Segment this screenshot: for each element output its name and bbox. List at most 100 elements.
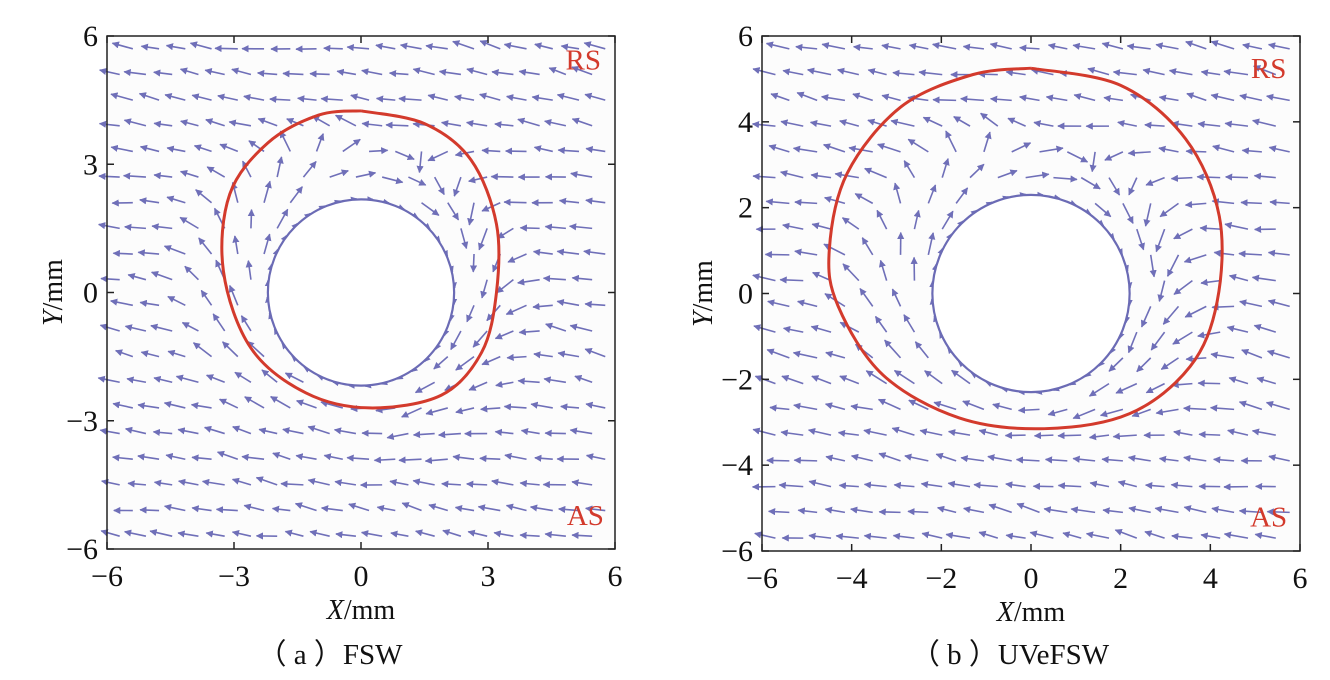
velocity-arrow [977, 70, 998, 78]
velocity-arrow [191, 505, 212, 513]
velocity-arrow [1017, 406, 1040, 414]
velocity-arrow [936, 505, 957, 514]
x-axis-unit: /mm [1014, 597, 1066, 628]
velocity-arrow [1112, 432, 1137, 440]
velocity-arrow [241, 453, 265, 461]
velocity-arrow [1029, 530, 1054, 539]
velocity-arrow [1225, 173, 1249, 181]
velocity-arrow [753, 324, 776, 333]
velocity-arrow [205, 530, 225, 538]
velocity-arrow [852, 43, 873, 52]
velocity-arrow [1266, 93, 1290, 102]
y-tick-label: 6 [83, 20, 98, 53]
velocity-arrow [295, 453, 317, 461]
velocity-arrow [166, 195, 186, 204]
velocity-arrow [99, 427, 120, 435]
x-tick-label: −6 [91, 560, 123, 593]
y-axis-unit: /mm [688, 260, 719, 312]
velocity-arrow [416, 151, 424, 174]
velocity-arrow [421, 202, 440, 216]
velocity-arrow [1183, 404, 1207, 413]
velocity-arrow [504, 452, 527, 461]
velocity-arrow [1197, 120, 1221, 128]
velocity-arrow [272, 451, 291, 460]
velocity-arrow [472, 330, 488, 348]
velocity-arrow [1045, 94, 1068, 102]
velocity-arrow [560, 403, 580, 411]
y-axis-label: Y/mm [688, 260, 719, 327]
velocity-arrow [867, 68, 887, 76]
velocity-arrow [1160, 357, 1179, 371]
velocity-arrow [1043, 506, 1068, 514]
velocity-arrow [150, 271, 173, 281]
velocity-arrow [766, 348, 790, 359]
velocity-arrow [1253, 323, 1277, 333]
velocity-arrow [557, 146, 580, 155]
velocity-arrow [892, 69, 915, 77]
velocity-arrow [1127, 331, 1138, 354]
velocity-arrow [529, 504, 553, 512]
velocity-arrow [124, 324, 147, 332]
velocity-arrow [585, 505, 606, 513]
velocity-arrow [137, 402, 160, 410]
velocity-arrow [320, 505, 343, 513]
velocity-arrow [1053, 175, 1078, 183]
velocity-arrow [1238, 250, 1262, 258]
velocity-arrow [507, 253, 527, 263]
x-axis-variable: X [326, 595, 345, 626]
velocity-arrow [782, 222, 804, 230]
velocity-arrow [557, 350, 580, 358]
velocity-arrow [1253, 65, 1277, 76]
velocity-arrow [1200, 278, 1221, 286]
velocity-arrow [1254, 532, 1276, 540]
velocity-arrow [980, 112, 999, 127]
velocity-arrow [256, 69, 278, 78]
x-tick-label: 0 [354, 560, 369, 593]
velocity-arrow [204, 68, 225, 76]
velocity-arrow [892, 532, 915, 540]
velocity-arrow [373, 456, 396, 464]
velocity-arrow [323, 453, 343, 461]
velocity-arrow [149, 529, 173, 537]
velocity-arrow [1168, 68, 1193, 76]
velocity-arrow [1114, 528, 1138, 539]
velocity-arrow [323, 44, 343, 52]
velocity-arrow [1099, 408, 1124, 418]
velocity-arrow [441, 480, 461, 488]
x-tick-label: 4 [1203, 562, 1218, 595]
velocity-arrow [548, 66, 567, 76]
velocity-arrow [1183, 254, 1207, 264]
velocity-arrow [1185, 40, 1207, 50]
velocity-arrow [269, 95, 291, 103]
x-tick-label: −4 [836, 562, 868, 595]
velocity-arrow [302, 160, 317, 178]
velocity-arrow [244, 396, 265, 409]
velocity-arrow [465, 119, 488, 128]
velocity-arrow [150, 323, 173, 332]
velocity-arrow [247, 208, 255, 229]
velocity-arrow [428, 503, 449, 512]
velocity-arrow [190, 402, 212, 410]
velocity-arrow [951, 369, 971, 385]
velocity-arrow [336, 68, 357, 76]
velocity-arrow [179, 216, 199, 230]
velocity-arrow [850, 453, 873, 462]
velocity-arrow [519, 480, 540, 488]
velocity-arrow [497, 227, 514, 239]
velocity-arrow [1184, 200, 1207, 209]
velocity-arrow [412, 430, 435, 439]
velocity-arrow [779, 276, 804, 284]
velocity-arrow [1173, 228, 1193, 240]
velocity-arrow [1033, 120, 1054, 128]
velocity-arrow [1015, 456, 1040, 464]
velocity-arrow [243, 503, 265, 512]
flow-zone-boundary [220, 109, 501, 410]
velocity-arrow [983, 131, 992, 153]
velocity-arrow [282, 427, 304, 435]
velocity-arrow [1044, 456, 1068, 464]
velocity-arrow [1200, 69, 1221, 77]
velocity-arrow [867, 118, 887, 127]
velocity-arrow [1088, 382, 1110, 397]
velocity-arrow [913, 209, 921, 230]
velocity-arrow [163, 503, 186, 512]
